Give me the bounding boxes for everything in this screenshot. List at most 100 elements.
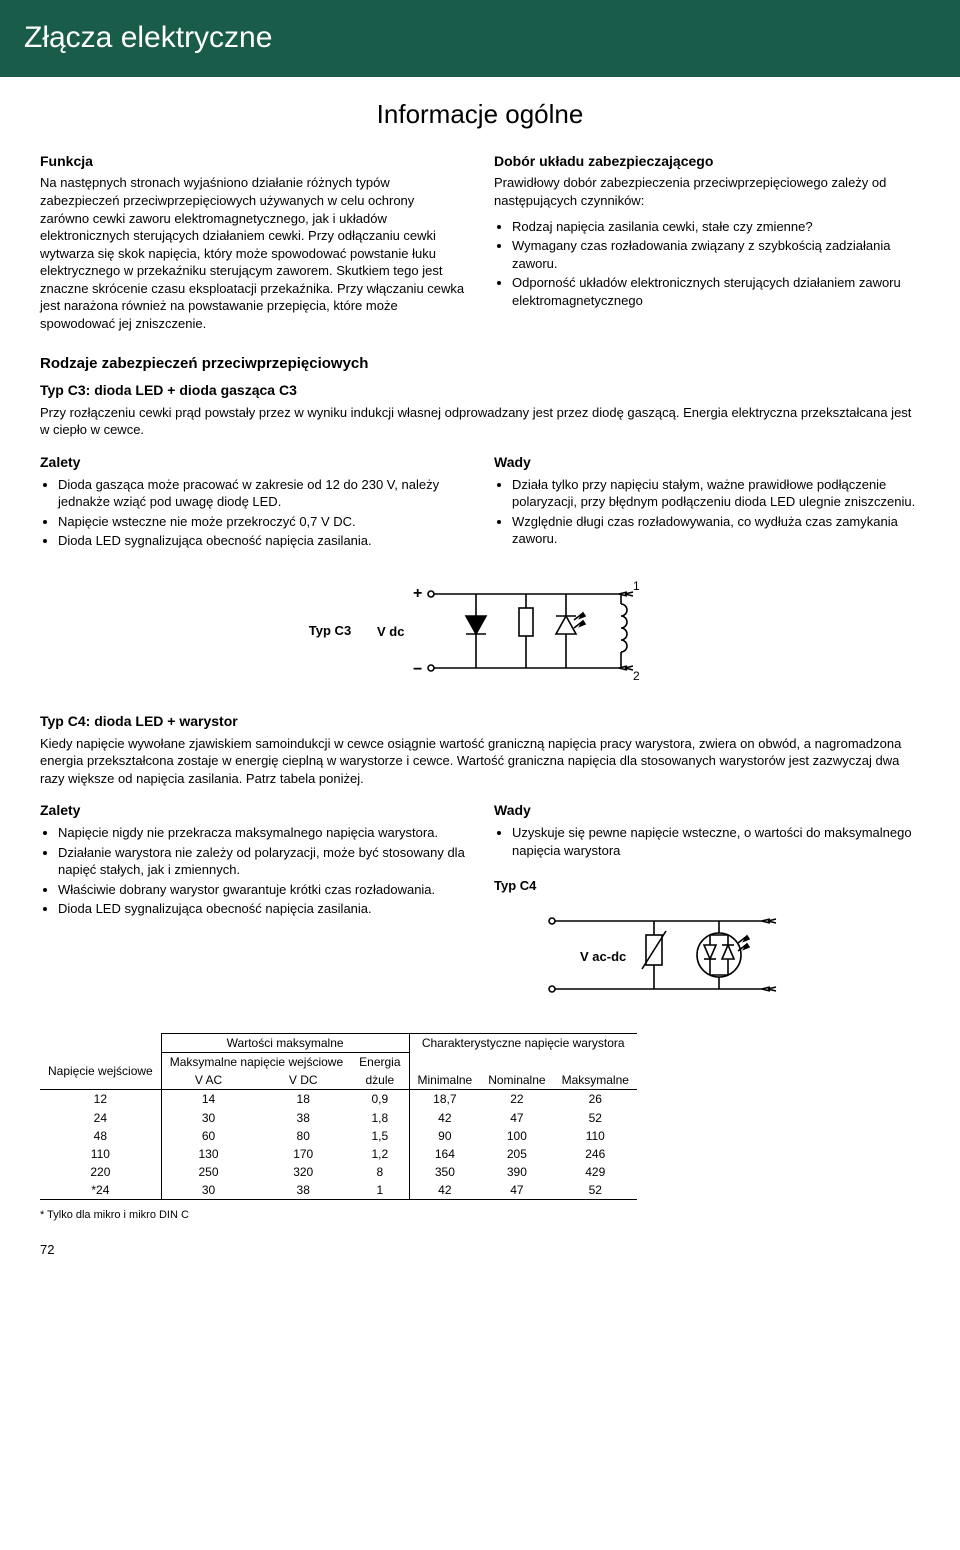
funkcja-title: Funkcja	[40, 152, 466, 171]
table-cell: 47	[480, 1181, 553, 1200]
c3-wady-list: Działa tylko przy napięciu stałym, ważne…	[494, 476, 920, 548]
table-footnote: * Tylko dla mikro i mikro DIN C	[40, 1208, 920, 1223]
th-nom: Nominalne	[480, 1071, 553, 1090]
table-cell: 320	[255, 1163, 351, 1181]
c4-diag-label: Typ C4	[494, 877, 536, 895]
table-cell: 246	[554, 1145, 637, 1163]
table-cell: 0,9	[351, 1090, 409, 1109]
c4-wady-title: Wady	[494, 801, 920, 820]
table-row: 4860801,590100110	[40, 1127, 637, 1145]
th-min: Minimalne	[409, 1071, 480, 1090]
c4-wady-col: Wady Uzyskuje się pewne napięcie wsteczn…	[494, 795, 920, 1009]
table-cell: 110	[40, 1145, 161, 1163]
c3-circuit-diagram: + − V dc 1 2	[371, 576, 651, 686]
th-char: Charakterystyczne napięcie warystora	[409, 1033, 637, 1052]
c3-title: Typ C3: dioda LED + dioda gasząca C3	[40, 381, 920, 400]
c3-zalety-list: Dioda gasząca może pracować w zakresie o…	[40, 476, 466, 550]
table-cell: 250	[161, 1163, 255, 1181]
th-vdc: V DC	[255, 1071, 351, 1090]
c4-zalety-list: Napięcie nigdy nie przekracza maksymalne…	[40, 824, 466, 918]
dobor-title: Dobór układu zabezpieczającego	[494, 152, 920, 171]
c3-diag-label: Typ C3	[309, 622, 351, 640]
col-funkcja: Funkcja Na następnych stronach wyjaśnion…	[40, 146, 466, 341]
table-cell: 80	[255, 1127, 351, 1145]
table-cell: 18	[255, 1090, 351, 1109]
section-title: Informacje ogólne	[40, 97, 920, 132]
table-cell: 52	[554, 1181, 637, 1200]
table-cell: 390	[480, 1163, 553, 1181]
table-cell: 60	[161, 1127, 255, 1145]
table-row: *2430381424752	[40, 1181, 637, 1200]
table-cell: 170	[255, 1145, 351, 1163]
varistor-table: Wartości maksymalne Charakterystyczne na…	[40, 1033, 637, 1201]
list-item: Dioda LED sygnalizująca obecność napięci…	[58, 900, 466, 918]
table-cell: 14	[161, 1090, 255, 1109]
table-cell: 8	[351, 1163, 409, 1181]
table-cell: 42	[409, 1109, 480, 1127]
table-row: 2202503208350390429	[40, 1163, 637, 1181]
svg-text:1: 1	[633, 579, 640, 593]
svg-text:V ac-dc: V ac-dc	[580, 949, 626, 964]
table-cell: 26	[554, 1090, 637, 1109]
table-cell: 205	[480, 1145, 553, 1163]
list-item: Dioda gasząca może pracować w zakresie o…	[58, 476, 466, 511]
table-cell: 429	[554, 1163, 637, 1181]
table-cell: 350	[409, 1163, 480, 1181]
dobor-item: Wymagany czas rozładowania związany z sz…	[512, 237, 920, 272]
svg-text:2: 2	[633, 669, 640, 683]
table-cell: 100	[480, 1127, 553, 1145]
table-cell: 18,7	[409, 1090, 480, 1109]
svg-text:+: +	[413, 585, 422, 602]
c4-title: Typ C4: dioda LED + warystor	[40, 712, 920, 731]
table-cell: 1,8	[351, 1109, 409, 1127]
table-cell: 110	[554, 1127, 637, 1145]
table-cell: 38	[255, 1181, 351, 1200]
c4-zalety-col: Zalety Napięcie nigdy nie przekracza mak…	[40, 795, 466, 926]
table-cell: 90	[409, 1127, 480, 1145]
svg-text:−: −	[413, 661, 422, 678]
dobor-item: Odporność układów elektronicznych steruj…	[512, 274, 920, 309]
list-item: Dioda LED sygnalizująca obecność napięci…	[58, 532, 466, 550]
list-item: Uzyskuje się pewne napięcie wsteczne, o …	[512, 824, 920, 859]
table-row: 1214180,918,72226	[40, 1090, 637, 1109]
c4-zalety-wady: Zalety Napięcie nigdy nie przekracza mak…	[40, 795, 920, 1009]
list-item: Względnie długi czas rozładowywania, co …	[512, 513, 920, 548]
list-item: Napięcie wsteczne nie może przekroczyć 0…	[58, 513, 466, 531]
table-cell: 22	[480, 1090, 553, 1109]
dobor-list: Rodzaj napięcia zasilania cewki, stałe c…	[494, 218, 920, 310]
page-number: 72	[40, 1241, 920, 1259]
c3-diagram-row: Typ C3 + − V dc 1 2	[40, 576, 920, 686]
c4-body: Kiedy napięcie wywołane zjawiskiem samoi…	[40, 735, 920, 788]
table-cell: 1,5	[351, 1127, 409, 1145]
table-cell: 1,2	[351, 1145, 409, 1163]
th-napiecie: Napięcie wejściowe	[40, 1052, 161, 1089]
list-item: Właściwie dobrany warystor gwarantuje kr…	[58, 881, 466, 899]
c4-wady-list: Uzyskuje się pewne napięcie wsteczne, o …	[494, 824, 920, 859]
page-banner: Złącza elektryczne	[0, 0, 960, 77]
c4-circuit-diagram: V ac-dc	[494, 899, 794, 1009]
rodzaje-title: Rodzaje zabezpieczeń przeciwprzepięciowy…	[40, 354, 920, 374]
table-cell: 130	[161, 1145, 255, 1163]
table-row: 1101301701,2164205246	[40, 1145, 637, 1163]
intro-columns: Funkcja Na następnych stronach wyjaśnion…	[40, 146, 920, 341]
c4-diagram-wrap: Typ C4 V ac-dc	[494, 867, 920, 1009]
table-cell: 12	[40, 1090, 161, 1109]
table-cell: 47	[480, 1109, 553, 1127]
c4-zalety-title: Zalety	[40, 801, 466, 820]
th-energia: Energia	[351, 1052, 409, 1071]
table-cell: 24	[40, 1109, 161, 1127]
table-cell: 42	[409, 1181, 480, 1200]
c3-body: Przy rozłączeniu cewki prąd powstały prz…	[40, 404, 920, 439]
list-item: Napięcie nigdy nie przekracza maksymalne…	[58, 824, 466, 842]
table-cell: *24	[40, 1181, 161, 1200]
list-item: Działa tylko przy napięciu stałym, ważne…	[512, 476, 920, 511]
th-maks-wej: Maksymalne napięcie wejściowe	[161, 1052, 351, 1071]
th-dzule: dżule	[351, 1071, 409, 1090]
c3-wady-title: Wady	[494, 453, 920, 472]
table-cell: 38	[255, 1109, 351, 1127]
th-wart-max: Wartości maksymalne	[161, 1033, 409, 1052]
table-cell: 1	[351, 1181, 409, 1200]
table-cell: 30	[161, 1181, 255, 1200]
table-row: 2430381,8424752	[40, 1109, 637, 1127]
table-cell: 52	[554, 1109, 637, 1127]
